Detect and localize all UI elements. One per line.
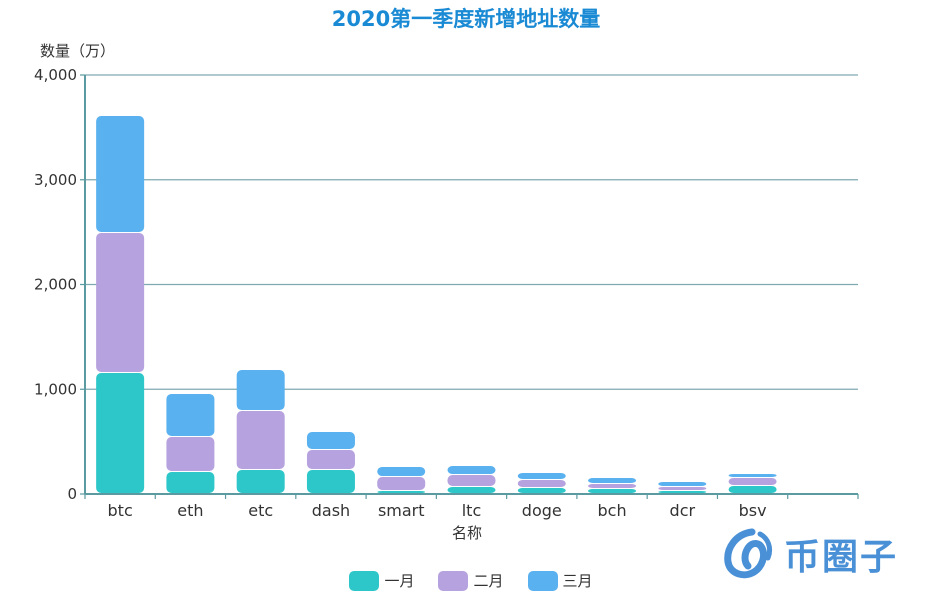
bar-bch-三月 [588, 477, 637, 484]
bar-bsv-一月 [728, 486, 777, 493]
x-tick-label-smart: smart [378, 501, 425, 520]
y-tick-label: 4,000 [34, 66, 77, 84]
legend: 一月 二月 三月 [0, 570, 932, 591]
x-tick-label-etc: etc [248, 501, 273, 520]
x-axis-label: 名称 [452, 524, 483, 542]
bar-etc-二月 [236, 411, 285, 470]
bar-doge-三月 [517, 473, 566, 479]
x-tick-label-eth: eth [177, 501, 203, 520]
bar-btc-三月 [96, 116, 145, 232]
bar-smart-三月 [377, 466, 426, 477]
x-tick-label-dash: dash [312, 501, 350, 520]
y-tick-label: 1,000 [34, 380, 77, 398]
bar-bsv-三月 [728, 473, 777, 477]
y-tick-label: 2,000 [34, 276, 77, 294]
bar-eth-一月 [166, 472, 215, 493]
bar-ltc-三月 [447, 466, 496, 475]
legend-swatch-jan [349, 570, 380, 591]
legend-swatch-feb [438, 570, 469, 591]
bar-smart-一月 [377, 490, 426, 493]
bar-btc-一月 [96, 373, 145, 493]
bar-etc-一月 [236, 470, 285, 493]
watermark-text: 币圈子 [784, 537, 899, 578]
x-tick-label-doge: doge [522, 501, 562, 520]
bar-bch-一月 [588, 488, 637, 493]
bar-dcr-三月 [658, 481, 707, 486]
x-tick-label-bch: bch [597, 501, 626, 520]
bar-dash-二月 [306, 450, 355, 470]
bar-dcr-二月 [658, 486, 707, 490]
bar-etc-三月 [236, 369, 285, 411]
legend-label-jan: 一月 [384, 572, 415, 590]
x-tick-label-dcr: dcr [670, 501, 696, 520]
bar-eth-二月 [166, 437, 215, 472]
legend-item-feb[interactable]: 二月 [428, 570, 504, 591]
bar-bch-二月 [588, 484, 637, 488]
bar-btc-二月 [96, 232, 145, 373]
bar-bsv-二月 [728, 477, 777, 486]
legend-item-mar[interactable]: 三月 [518, 570, 593, 591]
x-tick-label-btc: btc [108, 501, 133, 520]
bar-dash-三月 [306, 431, 355, 450]
y-tick-label: 3,000 [34, 171, 77, 189]
chart-title: 2020第一季度新增地址数量 [331, 7, 601, 31]
legend-item-jan[interactable]: 一月 [339, 570, 414, 591]
bar-smart-二月 [377, 477, 426, 490]
y-axis-label: 数量（万） [40, 42, 116, 60]
bar-ltc-一月 [447, 486, 496, 493]
bar-dash-一月 [306, 470, 355, 493]
bar-doge-二月 [517, 479, 566, 488]
bar-eth-三月 [166, 393, 215, 437]
bar-ltc-二月 [447, 475, 496, 486]
watermark-logo: 币圈子 [722, 528, 898, 580]
x-tick-label-bsv: bsv [739, 501, 767, 520]
bar-dcr-一月 [658, 490, 707, 493]
legend-swatch-mar [527, 570, 558, 591]
bar-doge-一月 [517, 488, 566, 493]
legend-label-mar: 三月 [562, 572, 593, 590]
legend-label-feb: 二月 [473, 572, 504, 590]
y-tick-label: 0 [67, 485, 77, 503]
x-tick-label-ltc: ltc [462, 501, 482, 520]
logo-swirl-icon [724, 528, 773, 579]
